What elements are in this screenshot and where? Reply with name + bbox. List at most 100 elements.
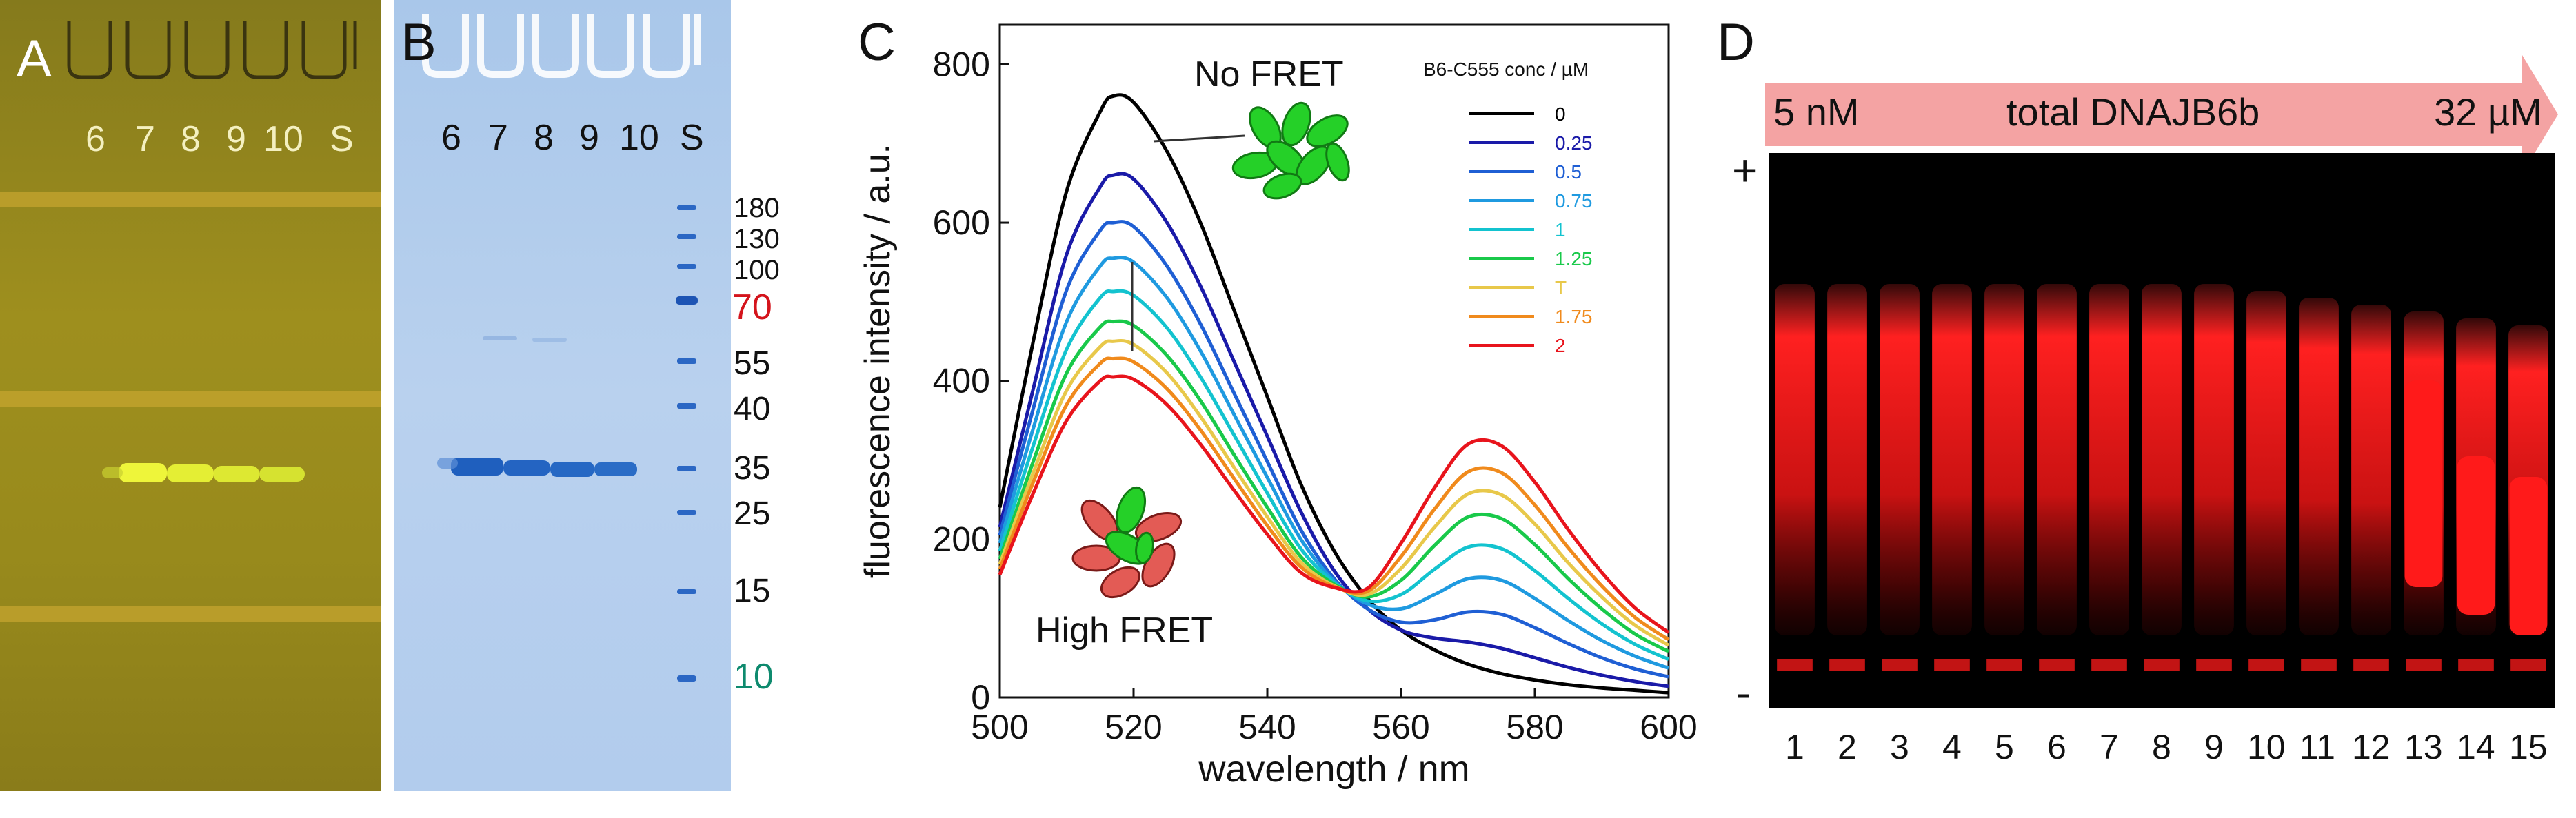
gel-d-lane-label: 12 [2352, 728, 2391, 766]
gel-d-lane-label: 14 [2457, 728, 2495, 766]
series-line-0 [998, 93, 1669, 695]
series-line-1.75 [998, 356, 1670, 642]
gel-d-lane-band [2404, 380, 2443, 587]
gel-b-bands [437, 336, 637, 477]
panel-b-label: B [401, 13, 436, 72]
legend-title: B6-C555 conc / µM [1423, 59, 1589, 80]
gel-d-lane-smear [2351, 305, 2391, 635]
gel-d-lane-label: 8 [2152, 728, 2171, 766]
gel-d-lane-band [2509, 477, 2548, 635]
legend-entry: 0.25 [1555, 132, 1593, 154]
gel-d-lane-smear [1827, 284, 1867, 635]
gel-a-image [0, 21, 381, 622]
gel-d-lane [1984, 284, 2024, 671]
marker-label: 15 [734, 573, 771, 609]
gel-d-lane-smear [2246, 291, 2286, 635]
fret-spectra-chart: 500 520 540 560 580 600 0 200 400 600 800 wavelengt… [858, 23, 1698, 790]
panel-d-label: D [1717, 13, 1755, 72]
high-fret-protein-cluster-icon [1071, 486, 1183, 599]
gel-d-well [2144, 659, 2180, 671]
gel-d-lane [2246, 291, 2286, 671]
x-tick-label: 580 [1506, 708, 1563, 746]
series-line-0.25 [998, 172, 1669, 688]
legend-entry: 1.75 [1555, 306, 1593, 327]
gel-d-well [2458, 659, 2494, 671]
x-tick-label: 520 [1105, 708, 1162, 746]
marker-label-70: 70 [732, 287, 772, 327]
marker-label: 55 [734, 345, 771, 382]
chart-series [998, 93, 1670, 695]
gel-d-lane-label: 2 [1838, 728, 1857, 766]
gel-d-lane [1827, 284, 1867, 671]
panel-a: A 6 7 8 9 10 S [0, 0, 381, 791]
no-fret-protein-cluster-icon [1231, 101, 1350, 200]
arrow-label-end: 32 µM [2434, 90, 2542, 134]
gel-d-lane-label: 1 [1785, 728, 1804, 766]
series-line-0.75 [998, 256, 1669, 670]
y-axis-label: fluorescence intensity / a.u. [858, 144, 898, 578]
gel-a-wells [67, 21, 357, 79]
gel-b-lane-label: 10 [619, 118, 659, 158]
gel-d-well [1986, 659, 2022, 671]
gel-b-lane-label: 7 [488, 118, 508, 158]
y-tick-label: 800 [933, 45, 990, 83]
legend-entry: 0.75 [1555, 190, 1593, 212]
arrow-label-start: 5 nM [1773, 90, 1860, 134]
gel-a-cassette-lines [0, 192, 381, 622]
gel-a-lane-label: S [330, 119, 354, 159]
gel-b-image [422, 14, 701, 682]
legend-entry: 1 [1555, 219, 1566, 241]
legend-entry: 0 [1555, 103, 1566, 125]
gel-d-lane-smear [2089, 284, 2129, 635]
gel-d-lane-label: 13 [2404, 728, 2443, 766]
gel-d-lane [2142, 284, 2182, 671]
gel-d-well [2039, 659, 2075, 671]
gel-d-lane [1775, 284, 1815, 671]
marker-label: 35 [734, 450, 771, 487]
gel-d-lane-smear [1984, 284, 2024, 635]
gel-a-lane-label: 10 [263, 119, 303, 159]
panel-b: B 6 7 8 9 10 S [394, 0, 731, 791]
gel-d-well [2248, 659, 2284, 671]
y-tick-label: 600 [933, 203, 990, 242]
gel-a-lane-label: 8 [181, 119, 201, 159]
gel-d-plus-sign: + [1732, 145, 1758, 195]
gel-d-well [2510, 659, 2546, 671]
gel-d-lane [2508, 325, 2548, 671]
x-tick-label: 540 [1238, 708, 1296, 746]
y-tick-label: 200 [933, 520, 990, 558]
x-axis-label: wavelength / nm [1198, 748, 1469, 790]
gel-d-lane-label: 3 [1890, 728, 1909, 766]
legend-entry: 0.5 [1555, 161, 1582, 183]
gel-a-lane-label: 6 [85, 119, 105, 159]
panel-a-label: A [17, 30, 52, 88]
chart-axes: 500 520 540 560 580 600 0 200 400 600 800 wavelengt… [858, 23, 1698, 790]
marker-label: 25 [734, 495, 771, 532]
gel-d-well [1934, 659, 1970, 671]
gel-d-lane [2089, 284, 2129, 671]
gel-d-lane [2456, 318, 2496, 671]
x-tick-label: 560 [1372, 708, 1429, 746]
gel-d-lane [2299, 298, 2339, 671]
gel-d-lane-label: 9 [2204, 728, 2224, 766]
gel-a-lane-label: 9 [226, 119, 246, 159]
gel-d-lane-label: 10 [2247, 728, 2286, 766]
gel-d-lane-label: 11 [2300, 728, 2335, 766]
gel-d-lane-label: 15 [2509, 728, 2548, 766]
gel-d-lane [2404, 311, 2444, 671]
series-line-0.5 [998, 220, 1669, 679]
series-line-1 [998, 289, 1670, 662]
marker-label: 100 [734, 255, 780, 285]
gel-d-well [2091, 659, 2127, 671]
gel-d-lanes [1775, 284, 2548, 671]
gel-d-lane-smear [2299, 298, 2339, 635]
series-line-1.25 [998, 319, 1670, 653]
arrow-label-center: total DNAJB6b [2006, 90, 2260, 134]
gel-b-lane-label: 8 [534, 118, 554, 158]
panel-c-label: C [858, 13, 896, 72]
series-line-T [998, 338, 1670, 647]
x-tick-label: 500 [971, 708, 1028, 746]
x-tick-label: 600 [1640, 708, 1697, 746]
annotation-high-fret: High FRET [1036, 611, 1214, 651]
legend-entry: T [1555, 277, 1567, 298]
